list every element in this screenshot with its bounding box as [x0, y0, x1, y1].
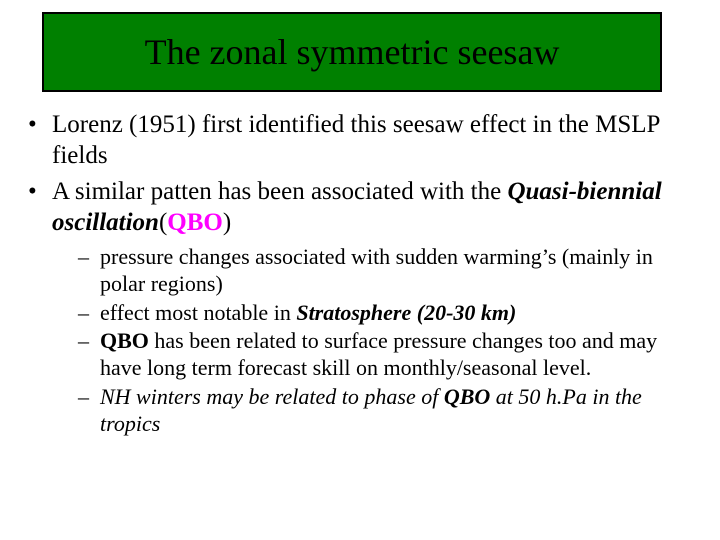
bullet-1-text: Lorenz (1951) first identified this sees… — [52, 111, 659, 169]
bullet-1: •Lorenz (1951) first identified this see… — [28, 110, 693, 171]
bullet-2-paren-close: ) — [223, 209, 231, 236]
bullet-2: •A similar patten has been associated wi… — [28, 177, 693, 238]
bullet-dot-icon: • — [28, 177, 52, 208]
sub-4-lead: NH winters may be related to phase of — [100, 384, 444, 409]
sub-4-qbo: QBO — [444, 384, 490, 409]
sub-1-text: pressure changes associated with sudden … — [100, 244, 653, 296]
dash-icon: – — [78, 328, 100, 355]
sub-3-text: has been related to surface pressure cha… — [100, 328, 657, 380]
sub-4: –NH winters may be related to phase of Q… — [28, 384, 693, 438]
sub-1: –pressure changes associated with sudden… — [28, 244, 693, 298]
sub-2-emph: Stratosphere (20-30 km) — [296, 300, 516, 325]
slide-title: The zonal symmetric seesaw — [145, 31, 560, 73]
dash-icon: – — [78, 244, 100, 271]
title-box: The zonal symmetric seesaw — [42, 12, 662, 92]
dash-icon: – — [78, 384, 100, 411]
slide: The zonal symmetric seesaw •Lorenz (1951… — [0, 0, 720, 540]
qbo-term: QBO — [167, 209, 223, 236]
sub-2-lead: effect most notable in — [100, 300, 296, 325]
bullet-dot-icon: • — [28, 110, 52, 141]
dash-icon: – — [78, 300, 100, 327]
bullet-2-lead: A similar patten has been associated wit… — [52, 178, 507, 205]
sub-3-qbo: QBO — [100, 328, 149, 353]
sub-2: –effect most notable in Stratosphere (20… — [28, 300, 693, 327]
slide-body: •Lorenz (1951) first identified this see… — [28, 110, 693, 440]
sub-3: –QBO has been related to surface pressur… — [28, 328, 693, 382]
